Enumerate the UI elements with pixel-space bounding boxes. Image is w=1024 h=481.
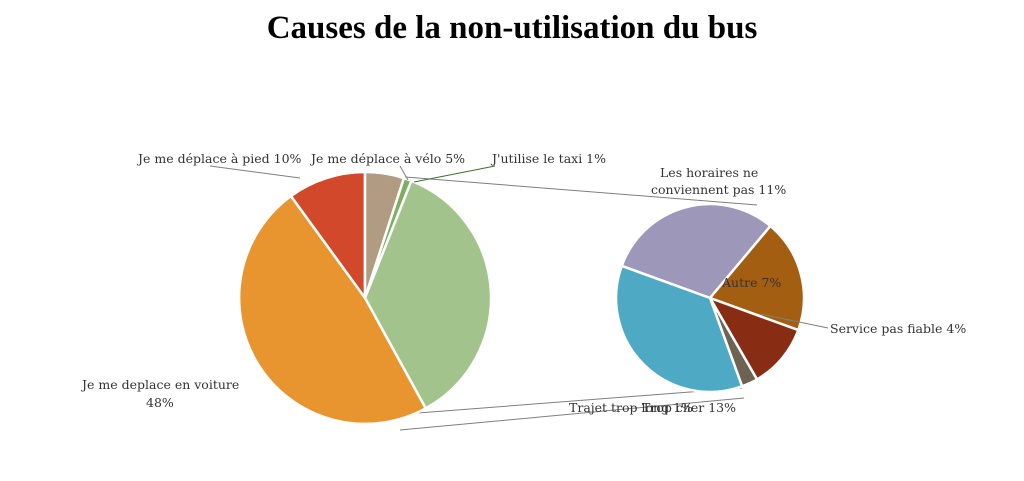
label-fiable: Service pas fiable 4%: [830, 321, 966, 336]
connector-lines: [399, 176, 758, 431]
label-velo: Je me déplace à vélo 5%: [309, 151, 465, 166]
label-taxi: J'utilise le taxi 1%: [490, 151, 606, 166]
leader-taxi: [413, 165, 496, 183]
secondary-slice-3: [707, 295, 800, 382]
label-voiture-line1: Je me deplace en voiture: [80, 377, 239, 392]
label-pied: Je me déplace à pied 10%: [136, 151, 302, 166]
secondary-slice-5: [614, 264, 744, 394]
leader-lines: [209, 165, 829, 329]
main-slice-5: [363, 179, 493, 411]
label-trajet: Trajet trop long 1%: [569, 400, 693, 415]
secondary-slice-2: [707, 224, 806, 332]
secondary-slice-1: [620, 202, 773, 300]
label-horaires-line1: Les horaires ne: [660, 165, 758, 180]
main-pie: [237, 170, 493, 426]
label-horaires-line2: conviennent pas 11%: [651, 182, 786, 197]
chart-title: Causes de la non-utilisation du bus: [266, 10, 758, 46]
label-autre: Autre 7%: [721, 275, 781, 290]
main-slice-2: [289, 170, 367, 302]
leader-fiable: [759, 313, 829, 329]
main-slice-1: [237, 194, 428, 426]
connector-line-bottom-outer: [399, 397, 745, 431]
leader-pied: [209, 165, 301, 179]
secondary-pie: [614, 202, 806, 394]
connector-line-top: [404, 176, 758, 206]
connector-line-bottom: [417, 387, 743, 414]
label-cher: Trop cher 13%: [642, 400, 736, 415]
label-voiture-line2: 48%: [146, 395, 174, 410]
leader-velo: [399, 165, 409, 181]
